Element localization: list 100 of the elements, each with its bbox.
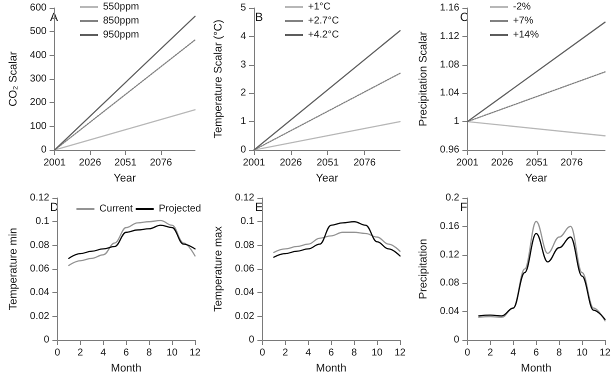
x-tick-label: 2: [282, 348, 289, 358]
x-tick-label: 6: [533, 348, 540, 358]
text: F: [460, 200, 468, 214]
annotation: B: [255, 10, 264, 24]
x-tick-label: 6: [328, 348, 334, 358]
x-tick-label: 2076: [560, 158, 584, 168]
y-tick-label: 0.04: [234, 287, 255, 298]
x-tick-label: 10: [166, 348, 178, 358]
y-tick-label: 0.06: [234, 264, 255, 274]
y-tick-label: 0.1: [240, 216, 255, 228]
y-tick-label: 4: [240, 30, 246, 42]
y-tick-label: 1.08: [440, 59, 460, 70]
x-tick-label: 2026: [490, 158, 514, 168]
x-tick-label: 0: [260, 348, 266, 358]
x-tick-label: 2: [488, 348, 494, 358]
x-tick-label: 2051: [114, 158, 138, 168]
legend-label: Current: [99, 204, 133, 214]
y-axis-title: Temperature Scalar (°C): [212, 20, 224, 138]
y-tick-label: 0.16: [440, 220, 460, 232]
x-tick-label: 2076: [150, 158, 173, 168]
x-tick-label: 2026: [280, 158, 302, 168]
y-tick-label: 500: [30, 26, 48, 38]
x-tick-label: 4: [305, 348, 312, 358]
y-tick-label: 0.04: [440, 306, 460, 318]
y-axis-title: Temperature max: [212, 226, 224, 312]
y-tick-label: 0.12: [30, 192, 50, 204]
y-tick-label: 200: [30, 97, 48, 108]
y-tick-label: 0: [454, 334, 460, 346]
x-tick-label: 12: [599, 348, 611, 358]
x-tick-label: 2: [78, 348, 84, 358]
x-tick-label: 12: [394, 348, 406, 358]
legend-label: 550ppm: [103, 2, 140, 12]
x-tick-label: 2076: [353, 158, 376, 168]
x-tick-label: 12: [189, 348, 201, 358]
y-tick-label: 0.08: [234, 240, 255, 251]
x-tick-label: 0: [464, 348, 471, 358]
line-series: [68, 224, 196, 259]
y-tick-label: 0.02: [30, 310, 50, 322]
y-tick-label: 1.04: [440, 88, 460, 99]
y-tick-label: 0.08: [440, 278, 460, 289]
y-tick-label: 0.2: [445, 192, 460, 204]
x-axis-title: Month: [316, 362, 346, 374]
x-tick-label: 10: [372, 348, 384, 358]
x-axis-title: Year: [114, 172, 136, 184]
y-tick-label: 0.02: [234, 310, 255, 322]
y-tick-label: 0.04: [30, 287, 50, 298]
y-tick-label: 100: [30, 120, 48, 132]
y-tick-label: 400: [30, 50, 48, 61]
y-tick-label: 0: [240, 144, 246, 156]
y-tick-label: 0: [248, 334, 255, 346]
x-tick-label: 2001: [456, 158, 479, 168]
y-axis-title: Precipitation: [418, 238, 430, 300]
y-axis-title: CO₂ Scalar: [8, 51, 20, 107]
x-axis-title: Month: [520, 362, 552, 374]
legend-label: +14%: [513, 30, 539, 40]
y-tick-label: 0.96: [440, 144, 460, 156]
legend-label: +7%: [513, 16, 534, 26]
x-tick-label: 4: [510, 348, 516, 358]
x-tick-label: 2051: [316, 158, 340, 168]
y-tick-label: 0: [41, 144, 48, 156]
x-axis-title: Month: [110, 362, 142, 374]
y-tick-label: 0.06: [30, 264, 50, 274]
legend-label: -2%: [513, 2, 531, 12]
y-tick-label: 300: [30, 74, 48, 84]
y-tick-label: 3: [240, 59, 246, 70]
y-tick-label: 0.12: [234, 192, 255, 204]
legend-label: +4.2°C: [308, 30, 339, 40]
x-tick-label: 0: [54, 348, 61, 358]
y-axis-title: Precipitation Scalar: [418, 31, 430, 126]
legend-label: 950ppm: [103, 30, 140, 40]
y-axis-title: Temperature min: [8, 228, 20, 310]
y-tick-label: 0.12: [440, 249, 460, 260]
x-tick-label: 2001: [242, 158, 266, 168]
x-tick-label: 8: [351, 348, 358, 358]
y-tick-label: 1: [240, 116, 246, 128]
y-tick-label: 0.1: [35, 216, 50, 228]
annotation: E: [255, 200, 264, 214]
y-tick-label: 1.12: [440, 30, 460, 42]
line-series: [68, 220, 196, 266]
x-tick-label: 10: [576, 348, 588, 358]
legend-label: +1°C: [308, 2, 331, 12]
y-tick-label: 5: [240, 2, 246, 14]
y-tick-label: 0: [44, 334, 50, 346]
x-tick-label: 2026: [78, 158, 102, 168]
legend-label: Projected: [158, 204, 202, 214]
x-tick-label: 8: [556, 348, 562, 358]
x-tick-label: 4: [100, 348, 106, 358]
legend-label: 850ppm: [103, 16, 140, 26]
line-series: [273, 232, 401, 254]
x-axis-title: Year: [316, 172, 338, 184]
y-tick-label: 0.08: [30, 240, 50, 251]
y-tick-label: 600: [30, 2, 48, 14]
x-tick-label: 8: [146, 348, 152, 358]
y-tick-label: 2: [240, 88, 246, 99]
y-tick-label: 1: [454, 116, 460, 128]
line-series: [273, 221, 401, 258]
x-tick-label: 6: [123, 348, 130, 358]
y-tick-label: 1.16: [440, 2, 460, 14]
x-tick-label: 2001: [43, 158, 66, 168]
legend-label: +2.7°C: [308, 16, 339, 26]
